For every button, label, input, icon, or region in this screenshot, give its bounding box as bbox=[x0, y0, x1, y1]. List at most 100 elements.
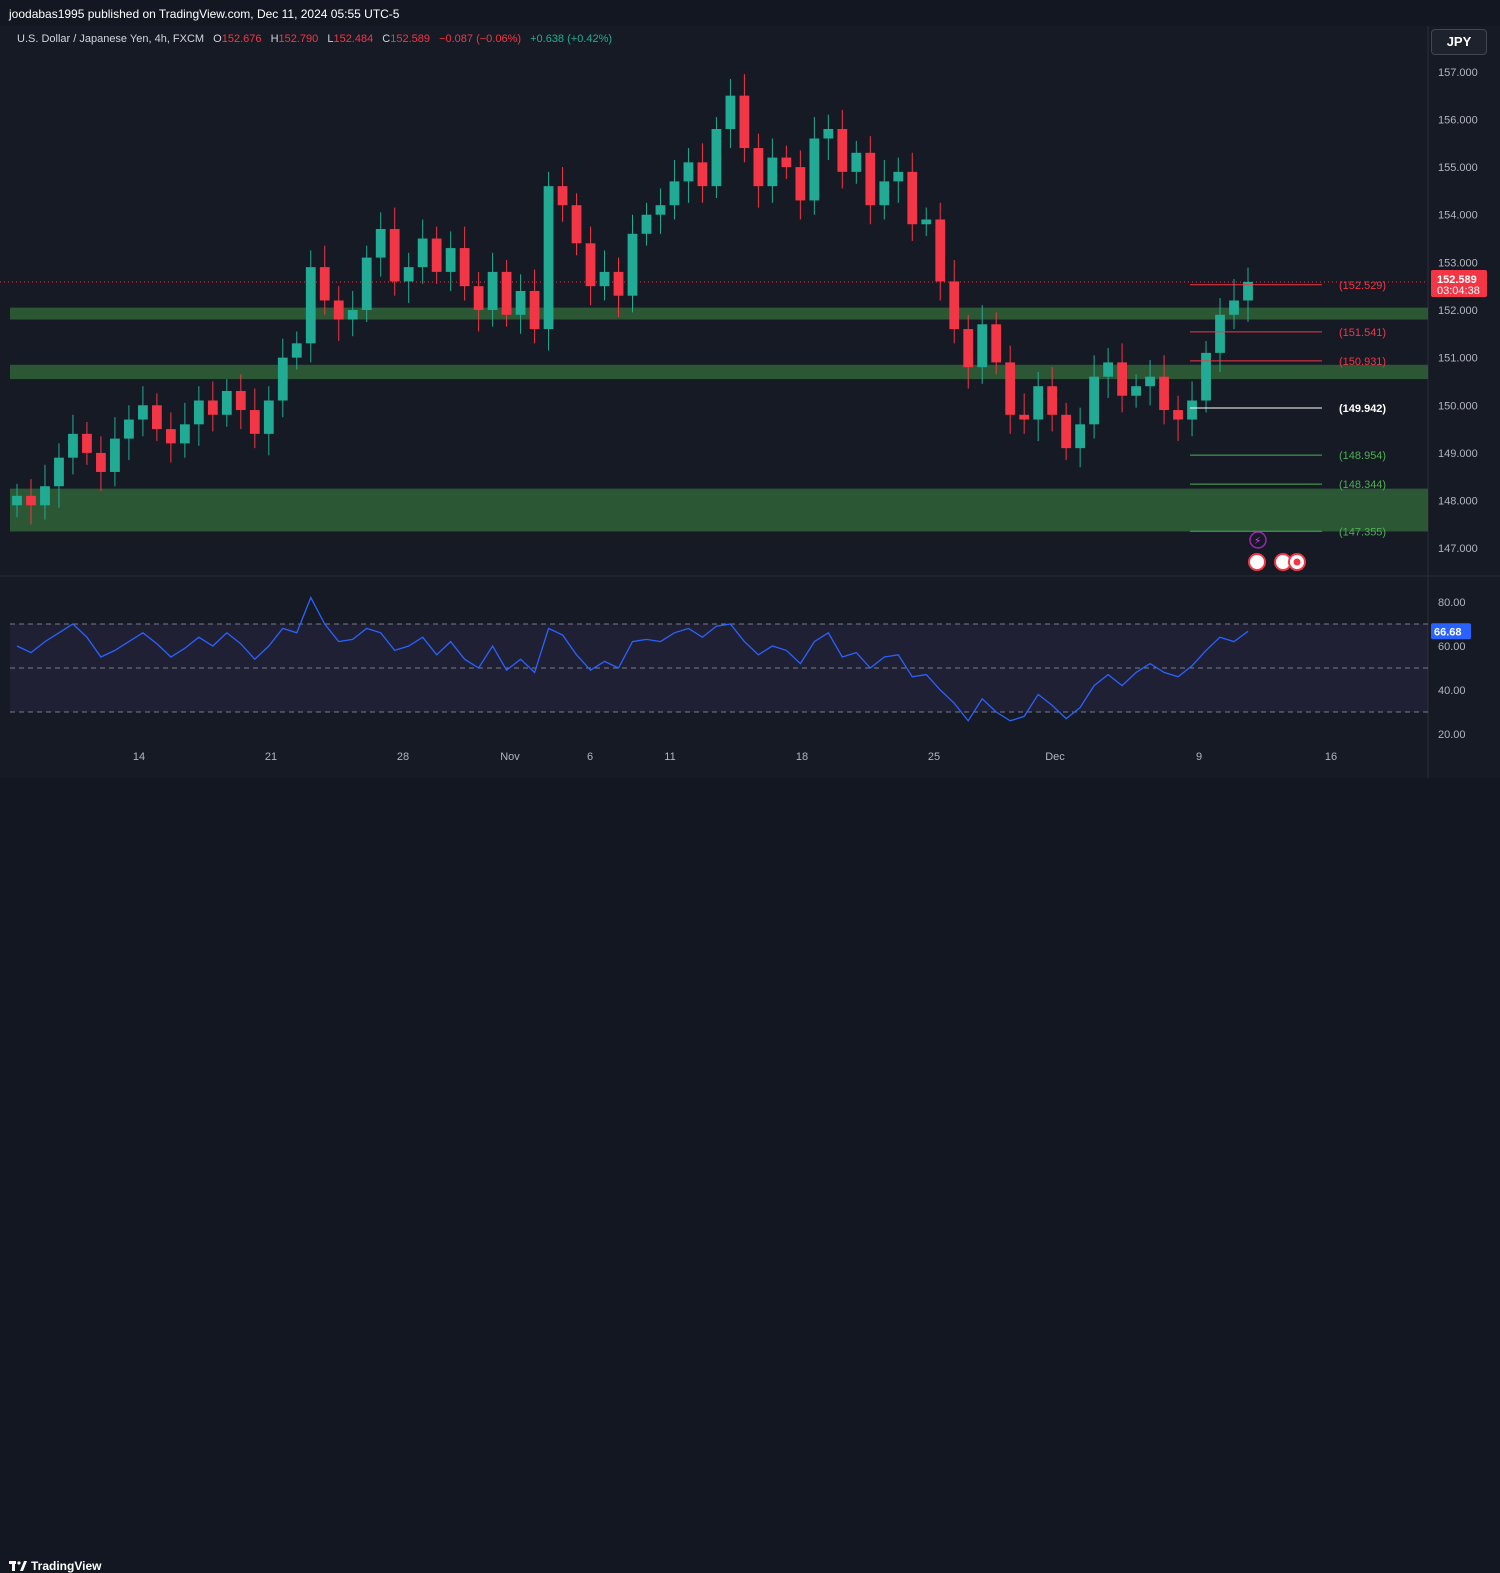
candle-body bbox=[151, 405, 162, 430]
candle-body bbox=[305, 267, 316, 344]
candle-body bbox=[249, 410, 260, 434]
candle-body bbox=[1005, 362, 1016, 415]
candle-body bbox=[711, 128, 722, 187]
candle-body bbox=[375, 229, 386, 258]
price-tick-label: 153.000 bbox=[1438, 257, 1478, 269]
candle-body bbox=[739, 95, 750, 149]
price-tick-label: 149.000 bbox=[1438, 448, 1478, 460]
candle-body bbox=[641, 214, 652, 234]
candle-body bbox=[669, 181, 680, 206]
price-tick-label: 147.000 bbox=[1438, 543, 1478, 555]
lightning-event-icon bbox=[1249, 531, 1267, 549]
candle-body bbox=[501, 271, 512, 315]
candle-body bbox=[1159, 376, 1169, 411]
level-label: (152.529) bbox=[1339, 280, 1386, 292]
candle-body bbox=[823, 128, 834, 139]
candle-body bbox=[851, 152, 862, 172]
candle-body bbox=[655, 205, 666, 215]
rsi-tick-label: 20.00 bbox=[1438, 729, 1466, 741]
level-label: (150.931) bbox=[1339, 356, 1386, 368]
support-zone bbox=[10, 307, 1428, 320]
candle-body bbox=[193, 400, 204, 425]
candle-body bbox=[68, 433, 78, 458]
price-tick-label: 151.000 bbox=[1438, 353, 1478, 365]
candle-body bbox=[361, 257, 372, 310]
currency-button[interactable]: JPY bbox=[1431, 29, 1487, 55]
candle-body bbox=[277, 357, 288, 401]
candle-body bbox=[949, 281, 960, 330]
tradingview-brand: TradingView bbox=[31, 1559, 102, 1573]
open-label: O bbox=[213, 33, 222, 45]
candle-body bbox=[543, 186, 554, 330]
high-value: 152.790 bbox=[278, 33, 319, 45]
price-tick-label: 156.000 bbox=[1438, 114, 1478, 126]
candle-body bbox=[82, 433, 92, 453]
candle-body bbox=[935, 219, 946, 282]
candle-body bbox=[1033, 386, 1044, 420]
candle-body bbox=[809, 138, 820, 201]
publisher-line: joodabas1995 published on TradingView.co… bbox=[9, 7, 400, 21]
rsi-line bbox=[16, 596, 1249, 722]
price-tick-label: 150.000 bbox=[1438, 400, 1478, 412]
candle-body bbox=[235, 390, 246, 411]
candle-body bbox=[1061, 414, 1072, 449]
low-label: L bbox=[327, 33, 334, 45]
level-label: (149.942) bbox=[1339, 403, 1386, 415]
candle-body bbox=[221, 390, 232, 415]
candle-body bbox=[781, 157, 792, 168]
candle-body bbox=[179, 424, 190, 444]
candle-body bbox=[753, 148, 764, 187]
time-tick-label: Dec bbox=[1045, 751, 1065, 763]
candle-body bbox=[1187, 400, 1197, 420]
tradingview-logo[interactable]: TradingView bbox=[9, 1559, 101, 1573]
candle-body bbox=[1075, 424, 1086, 449]
change2-value: +0.638 (+0.42%) bbox=[530, 33, 613, 45]
candle-body bbox=[431, 238, 442, 272]
candle-body bbox=[347, 310, 358, 320]
footer: TradingView bbox=[0, 778, 1500, 1573]
tradingview-logo-icon bbox=[9, 1561, 27, 1571]
candle-body bbox=[991, 324, 1002, 363]
symbol-legend: U.S. Dollar / Japanese Yen, 4h, FXCM O15… bbox=[17, 33, 612, 45]
candle-body bbox=[1173, 410, 1183, 420]
candle-body bbox=[319, 267, 330, 301]
symbol-name: U.S. Dollar / Japanese Yen, 4h, FXCM bbox=[17, 33, 205, 45]
candle-body bbox=[529, 290, 540, 330]
time-tick-label: 6 bbox=[587, 751, 593, 763]
last-price-tag bbox=[1431, 269, 1487, 297]
price-tick-label: 157.000 bbox=[1438, 67, 1478, 79]
candle-body bbox=[865, 152, 876, 206]
jp-flag-dot bbox=[1293, 558, 1301, 566]
candle-body bbox=[333, 300, 344, 320]
candle-body bbox=[40, 486, 50, 506]
time-tick-label: 11 bbox=[664, 751, 675, 763]
candle-body bbox=[977, 324, 988, 368]
price-tick-label: 148.000 bbox=[1438, 496, 1478, 508]
time-tick-label: 16 bbox=[1325, 751, 1337, 763]
candle-body bbox=[459, 248, 470, 287]
lightning-glyph: ⚡ bbox=[1254, 536, 1261, 547]
rsi-value: 66.68 bbox=[1434, 626, 1462, 638]
candle-body bbox=[1019, 414, 1030, 420]
high-label: H bbox=[270, 33, 279, 45]
price-chart[interactable]: 157.000 156.000 155.000 154.000 153.000 152.0… bbox=[0, 0, 1500, 778]
candle-body bbox=[12, 495, 22, 506]
low-value: 152.484 bbox=[333, 33, 374, 45]
candle-body bbox=[207, 400, 218, 415]
candle-body bbox=[879, 181, 890, 206]
publisher-bar: joodabas1995 published on TradingView.co… bbox=[0, 0, 1500, 26]
candle-body bbox=[1089, 376, 1100, 425]
candle-body bbox=[137, 405, 148, 420]
candle-body bbox=[263, 400, 274, 434]
close-label: C bbox=[382, 33, 391, 45]
candle-body bbox=[1215, 314, 1225, 353]
open-value: 152.676 bbox=[221, 33, 262, 45]
candle-body bbox=[1145, 376, 1155, 387]
chart-panel[interactable] bbox=[0, 26, 1500, 778]
candle-body bbox=[515, 290, 526, 315]
candle-body bbox=[571, 205, 582, 244]
candle-body bbox=[403, 267, 414, 282]
candle-body bbox=[445, 248, 456, 272]
price-tick-label: 154.000 bbox=[1438, 210, 1478, 222]
candle-body bbox=[893, 171, 904, 182]
